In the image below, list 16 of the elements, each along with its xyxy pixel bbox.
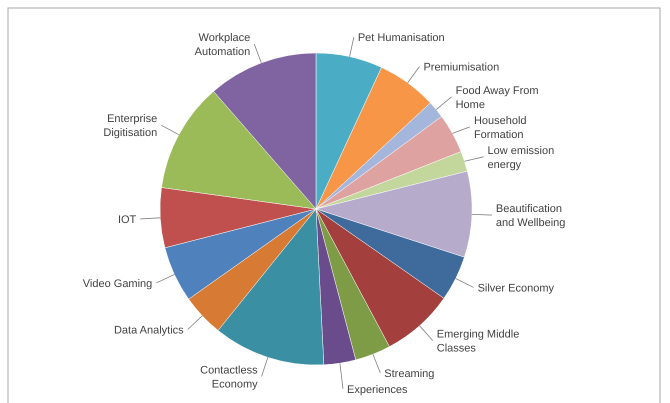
slice-label: Workplace Automation xyxy=(194,32,250,58)
slice-label: Beautification and Wellbeing xyxy=(496,203,566,230)
slice-label: Data Analytics xyxy=(114,324,184,336)
slice-label: Silver Economy xyxy=(478,282,554,294)
slice-label: Pet Humanisation xyxy=(358,32,445,44)
slice-label: Food Away From Home xyxy=(456,84,539,111)
slice-label: Video Gaming xyxy=(82,278,152,290)
slice-label: Household Formation xyxy=(474,114,527,141)
slice-label: IOT xyxy=(118,214,137,226)
slice-label: Streaming xyxy=(384,368,434,380)
slice-label: Premiumisation xyxy=(423,62,500,74)
slice-label: Emerging Middle Classes xyxy=(436,328,520,355)
slice-label: Experiences xyxy=(346,384,408,396)
slice-label: Contactless Economy xyxy=(200,364,258,390)
slice-label: Low emission energy xyxy=(488,144,554,171)
slice-label: Enterprise Digitisation xyxy=(103,113,158,140)
